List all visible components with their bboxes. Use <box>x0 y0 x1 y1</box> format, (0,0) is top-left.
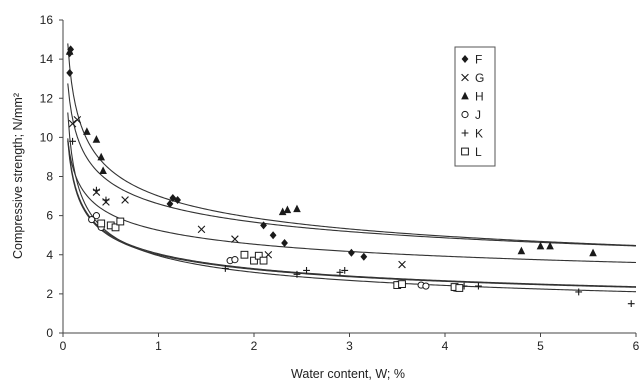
legend-marker-j <box>461 110 469 119</box>
x-tick-label: 3 <box>346 339 353 353</box>
data-point-h <box>536 241 545 250</box>
y-tick-label: 12 <box>40 91 54 105</box>
data-point-l <box>240 250 249 259</box>
y-tick-label: 14 <box>40 52 54 66</box>
y-tick-label: 4 <box>46 248 53 262</box>
y-axis-title: Compressive strength; N/mm² <box>11 93 25 259</box>
y-tick-label: 0 <box>46 326 53 340</box>
data-point-h <box>83 127 91 135</box>
x-tick-label: 2 <box>251 339 258 353</box>
data-point-h <box>97 152 105 161</box>
x-tick-label: 1 <box>155 339 162 353</box>
x-tick-label: 6 <box>633 339 640 353</box>
y-tick-label: 10 <box>40 130 54 144</box>
data-point-h <box>589 248 597 257</box>
data-point-h <box>92 135 101 143</box>
data-point-k <box>627 300 635 308</box>
data-point-l <box>259 256 268 265</box>
data-point-k <box>293 270 301 278</box>
data-point-f <box>348 248 355 257</box>
legend-marker-f <box>461 55 469 63</box>
data-point-f <box>174 195 181 204</box>
data-point-g <box>398 260 406 269</box>
y-tick-label: 16 <box>40 13 54 27</box>
fit-curve-l <box>67 138 637 288</box>
legend-label: J <box>475 108 481 122</box>
data-point-k <box>93 186 100 194</box>
data-point-h <box>517 246 526 255</box>
data-point-h <box>65 47 74 55</box>
data-point-j <box>88 215 96 224</box>
data-point-h <box>99 166 107 175</box>
data-point-g <box>73 115 82 124</box>
data-point-g <box>68 119 77 128</box>
data-point-j <box>422 282 430 290</box>
data-point-l <box>455 284 464 292</box>
data-point-g <box>121 196 129 204</box>
data-markers <box>65 45 635 308</box>
x-axis-title: Water content, W; % <box>291 367 405 381</box>
data-point-f <box>281 239 288 248</box>
legend-label: G <box>475 71 484 85</box>
fit-curve-j <box>67 140 637 288</box>
legend-label: L <box>475 145 482 159</box>
y-tick-label: 2 <box>46 287 53 301</box>
data-point-l <box>254 251 263 260</box>
legend-label: K <box>475 127 483 141</box>
data-point-f <box>260 221 267 230</box>
data-point-f <box>360 252 368 261</box>
legend-box <box>454 46 496 167</box>
legend-label: H <box>475 90 484 104</box>
data-point-g <box>197 225 206 234</box>
fit-curve-f <box>67 83 637 247</box>
data-point-l <box>111 223 120 232</box>
data-point-k <box>303 267 310 274</box>
fit-curve-k <box>67 112 637 293</box>
legend-marker-g <box>461 73 469 82</box>
y-tick-label: 6 <box>46 209 53 223</box>
x-tick-label: 5 <box>537 339 544 353</box>
legend-marker-l <box>461 147 469 156</box>
data-point-k <box>69 137 76 145</box>
data-point-l <box>116 217 125 226</box>
data-point-j <box>231 256 239 264</box>
data-point-h <box>283 205 292 214</box>
data-point-l <box>250 256 258 265</box>
data-point-l <box>398 280 406 288</box>
data-point-l <box>97 219 106 228</box>
data-point-h <box>278 207 287 216</box>
data-point-k <box>341 267 349 274</box>
legend-marker-h <box>461 91 469 100</box>
legend-marker-k <box>461 129 469 137</box>
data-point-j <box>92 212 101 220</box>
data-point-f <box>66 68 74 77</box>
data-point-g <box>231 235 239 243</box>
x-tick-label: 0 <box>60 339 67 353</box>
legend-label: F <box>475 53 482 67</box>
data-point-h <box>293 204 301 213</box>
plot-frame <box>62 20 636 334</box>
data-point-f <box>169 194 177 203</box>
data-point-f <box>166 199 174 208</box>
data-point-k <box>102 196 110 204</box>
data-point-h <box>546 241 554 250</box>
x-tick-label: 4 <box>442 339 449 353</box>
fit-curve-h <box>67 43 637 247</box>
data-point-f <box>269 231 277 240</box>
data-point-k <box>575 288 583 296</box>
data-point-k <box>336 268 344 276</box>
fit-curves <box>67 43 637 293</box>
data-point-k <box>475 282 482 290</box>
y-tick-label: 8 <box>46 170 53 184</box>
data-point-k <box>221 265 229 272</box>
